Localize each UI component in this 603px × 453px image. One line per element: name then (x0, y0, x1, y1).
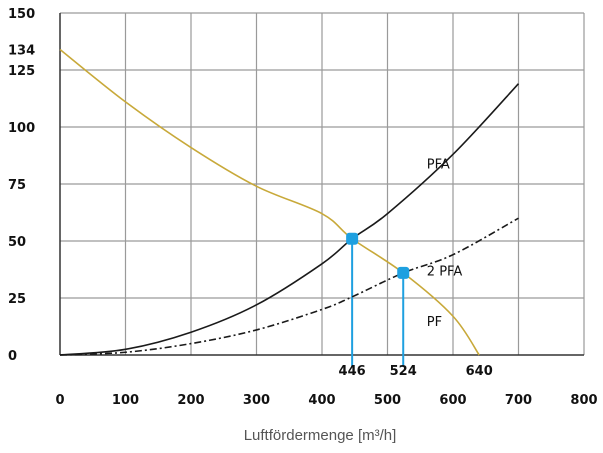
y-axis-ticks: 0 25 50 75 100 125 150 134 (8, 7, 35, 364)
y-tick-label-125: 125 (8, 64, 35, 79)
x-tick-label-400: 400 (308, 393, 335, 408)
series-line-pfa (59, 83, 520, 356)
series-label-pfa: PFA (427, 157, 450, 172)
series-label-pf: PF (427, 315, 442, 330)
y-tick-label-134: 134 (8, 43, 35, 58)
y-tick-label-150: 150 (8, 7, 35, 22)
series-labels: PFA 2 PFA PF (427, 157, 463, 329)
x-tick-label-500: 500 (374, 393, 401, 408)
operating-point-446 (346, 232, 359, 245)
x-tick-label-200: 200 (177, 393, 204, 408)
x-tick-label-300: 300 (243, 393, 270, 408)
x-tick-label-0: 0 (55, 393, 64, 408)
operating-point-droplines: 446 524 640 (339, 238, 493, 379)
marked-x-label-640: 640 (466, 364, 493, 379)
series-label-2-pfa: 2 PFA (427, 265, 463, 280)
x-tick-label-700: 700 (505, 393, 532, 408)
operating-point-label-446: 446 (339, 364, 366, 379)
y-tick-label-100: 100 (8, 121, 35, 136)
series-lines (59, 48, 520, 356)
x-tick-label-800: 800 (570, 393, 597, 408)
x-axis-ticks: 0 100 200 300 400 500 600 700 800 (55, 393, 597, 408)
x-tick-label-100: 100 (112, 393, 139, 408)
series-line-2-pfa (59, 217, 519, 356)
operating-point-524 (397, 266, 410, 279)
x-tick-label-600: 600 (439, 393, 466, 408)
operating-point-label-524: 524 (390, 364, 417, 379)
y-tick-label-75: 75 (8, 178, 26, 193)
operating-points (346, 232, 410, 279)
series-line-pf (59, 48, 480, 356)
y-tick-label-0: 0 (8, 349, 17, 364)
y-tick-label-50: 50 (8, 235, 26, 250)
y-tick-label-25: 25 (8, 292, 26, 307)
x-axis-label: Luftfördermenge [m³/h] (244, 427, 397, 444)
grid (59, 12, 585, 356)
